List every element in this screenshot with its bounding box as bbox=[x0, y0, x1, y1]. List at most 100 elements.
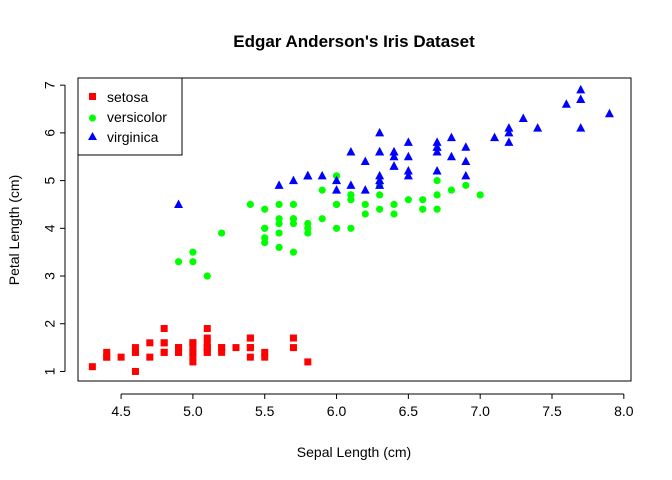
legend-item-virginica: virginica bbox=[88, 129, 159, 145]
virginica-point bbox=[332, 185, 342, 194]
versicolor-point bbox=[361, 210, 369, 218]
virginica-point bbox=[375, 146, 385, 156]
y-tick-label: 6 bbox=[42, 129, 58, 137]
virginica-point bbox=[389, 146, 399, 156]
legend-item-setosa: setosa bbox=[89, 89, 148, 105]
y-tick-label: 2 bbox=[42, 320, 58, 328]
virginica-point bbox=[346, 180, 356, 189]
setosa-marker bbox=[89, 93, 96, 100]
virginica-point bbox=[604, 108, 614, 118]
virginica-point bbox=[174, 199, 184, 208]
versicolor-marker bbox=[89, 114, 96, 122]
versicolor-series bbox=[174, 172, 484, 280]
setosa-point bbox=[189, 353, 197, 361]
virginica-point bbox=[432, 166, 442, 175]
x-axis: 4.5 5.0 5.5 6.0 6.5 7.0 7.5 8.0 bbox=[111, 393, 634, 419]
versicolor-point bbox=[304, 224, 312, 232]
versicolor-point bbox=[275, 215, 283, 223]
setosa-point bbox=[131, 344, 139, 352]
virginica-point bbox=[332, 175, 342, 185]
setosa-point bbox=[203, 344, 211, 352]
setosa-point bbox=[117, 353, 125, 361]
x-tick-label: 6.5 bbox=[399, 403, 419, 419]
setosa-point bbox=[246, 334, 254, 342]
y-tick-label: 7 bbox=[42, 81, 58, 89]
virginica-point bbox=[446, 151, 456, 161]
x-tick-label: 5.5 bbox=[255, 403, 275, 419]
versicolor-point bbox=[318, 186, 326, 194]
setosa-point bbox=[261, 348, 269, 356]
virginica-point bbox=[461, 170, 471, 180]
virginica-point bbox=[288, 175, 298, 185]
versicolor-point bbox=[246, 200, 254, 209]
y-axis-label: Petal Length (cm) bbox=[6, 175, 22, 286]
versicolor-point bbox=[390, 210, 398, 218]
setosa-point bbox=[304, 358, 312, 366]
y-axis: 1 2 3 4 5 6 7 bbox=[42, 81, 66, 375]
setosa-point bbox=[131, 367, 139, 375]
virginica-point bbox=[317, 170, 327, 180]
setosa-point bbox=[131, 348, 139, 356]
versicolor-point bbox=[447, 186, 456, 194]
setosa-point bbox=[175, 344, 183, 352]
virginica-point bbox=[375, 180, 385, 189]
chart-title: Edgar Anderson's Iris Dataset bbox=[233, 32, 475, 51]
virginica-marker bbox=[88, 132, 97, 140]
versicolor-point bbox=[174, 258, 183, 266]
x-tick-label: 8.0 bbox=[614, 403, 634, 419]
legend-label-virginica: virginica bbox=[107, 129, 159, 145]
setosa-point bbox=[103, 353, 111, 361]
virginica-point bbox=[403, 166, 413, 175]
versicolor-point bbox=[261, 205, 269, 213]
setosa-point bbox=[289, 344, 297, 352]
virginica-point bbox=[432, 137, 442, 146]
x-tick-label: 4.5 bbox=[111, 403, 131, 419]
virginica-point bbox=[403, 137, 413, 146]
versicolor-point bbox=[347, 196, 355, 204]
versicolor-point bbox=[433, 191, 441, 199]
setosa-point bbox=[88, 363, 96, 371]
versicolor-point bbox=[289, 200, 298, 209]
setosa-point bbox=[218, 348, 226, 356]
setosa-point bbox=[189, 348, 197, 356]
virginica-point bbox=[561, 99, 571, 108]
versicolor-point bbox=[189, 248, 197, 256]
virginica-point bbox=[389, 151, 399, 161]
versicolor-point bbox=[376, 205, 384, 213]
virginica-point bbox=[303, 170, 313, 180]
virginica-point bbox=[446, 132, 456, 142]
setosa-point bbox=[289, 334, 297, 342]
setosa-point bbox=[261, 353, 269, 361]
virginica-point bbox=[403, 170, 413, 180]
virginica-point bbox=[504, 123, 514, 132]
versicolor-point bbox=[462, 181, 470, 189]
versicolor-point bbox=[261, 239, 269, 247]
x-axis-label: Sepal Length (cm) bbox=[297, 444, 411, 460]
virginica-point bbox=[504, 137, 514, 146]
x-tick-label: 7.0 bbox=[470, 403, 490, 419]
setosa-point bbox=[160, 348, 168, 356]
x-tick-label: 7.5 bbox=[542, 403, 562, 419]
versicolor-point bbox=[289, 248, 298, 256]
setosa-point bbox=[103, 348, 111, 356]
y-tick-label: 4 bbox=[42, 224, 58, 232]
virginica-point bbox=[576, 94, 586, 103]
versicolor-point bbox=[189, 258, 197, 266]
setosa-series bbox=[88, 325, 312, 375]
setosa-point bbox=[146, 339, 154, 347]
setosa-point bbox=[146, 353, 154, 361]
virginica-point bbox=[576, 123, 586, 132]
setosa-point bbox=[175, 348, 183, 356]
virginica-point bbox=[576, 84, 586, 94]
versicolor-point bbox=[404, 196, 412, 204]
virginica-point bbox=[375, 127, 385, 137]
y-tick-label: 3 bbox=[42, 272, 58, 280]
versicolor-point bbox=[203, 272, 211, 280]
setosa-point bbox=[189, 344, 197, 352]
legend-label-setosa: setosa bbox=[107, 89, 148, 105]
versicolor-point bbox=[433, 205, 441, 213]
setosa-point bbox=[189, 358, 197, 366]
virginica-point bbox=[518, 113, 528, 123]
virginica-point bbox=[346, 146, 356, 156]
virginica-point bbox=[432, 146, 442, 156]
